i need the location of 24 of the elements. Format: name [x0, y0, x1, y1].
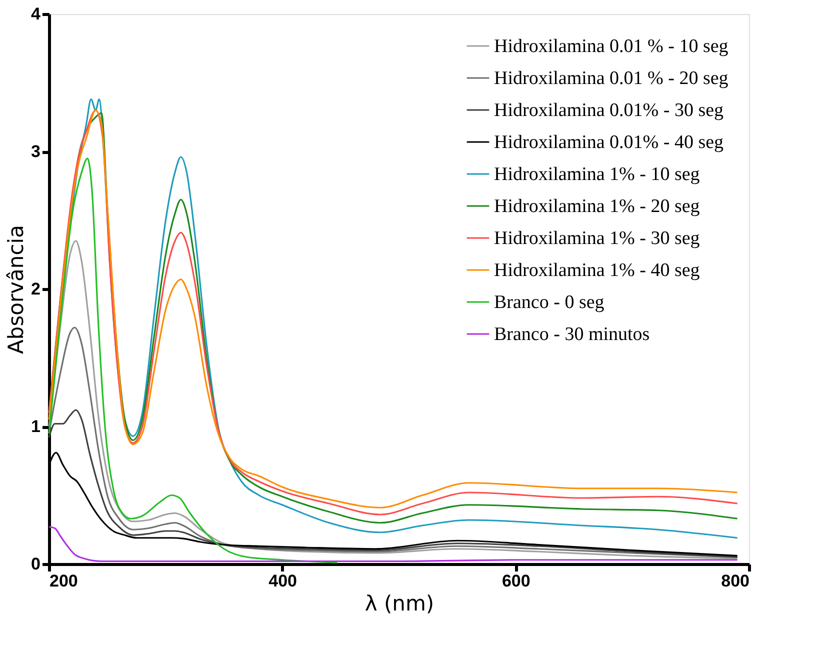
y-axis-title: Absorvância [4, 225, 28, 354]
legend-label: Branco - 30 minutos [494, 324, 650, 345]
legend-label: Hidroxilamina 1% - 30 seg [494, 228, 700, 249]
line-series [48, 409, 738, 558]
legend-label: Hidroxilamina 1% - 10 seg [494, 164, 700, 185]
x-axis-title: λ (nm) [364, 592, 434, 616]
legend-label: Hidroxilamina 0.01% - 40 seg [494, 132, 724, 153]
y-tick-label: 1 [31, 417, 40, 436]
line-series [48, 158, 338, 564]
x-tick-label: 400 [268, 572, 298, 590]
x-tick-label: 200 [50, 572, 78, 590]
x-tick-label: 600 [502, 572, 530, 590]
legend-label: Hidroxilamina 0.01% - 30 seg [494, 100, 724, 121]
x-tick-label: 800 [721, 572, 750, 590]
line-series [48, 526, 738, 562]
y-tick-label: 2 [31, 280, 40, 298]
legend-label: Hidroxilamina 0.01 % - 20 seg [494, 68, 729, 89]
legend-label: Branco - 0 seg [494, 292, 605, 313]
y-tick-label: 0 [31, 554, 40, 574]
legend-label: Hidroxilamina 1% - 40 seg [494, 260, 700, 281]
y-tick-label: 3 [31, 142, 40, 161]
legend-label: Hidroxilamina 0.01 % - 10 seg [494, 36, 729, 57]
legend-label: Hidroxilamina 1% - 20 seg [494, 196, 700, 217]
y-tick-label: 4 [31, 4, 42, 24]
